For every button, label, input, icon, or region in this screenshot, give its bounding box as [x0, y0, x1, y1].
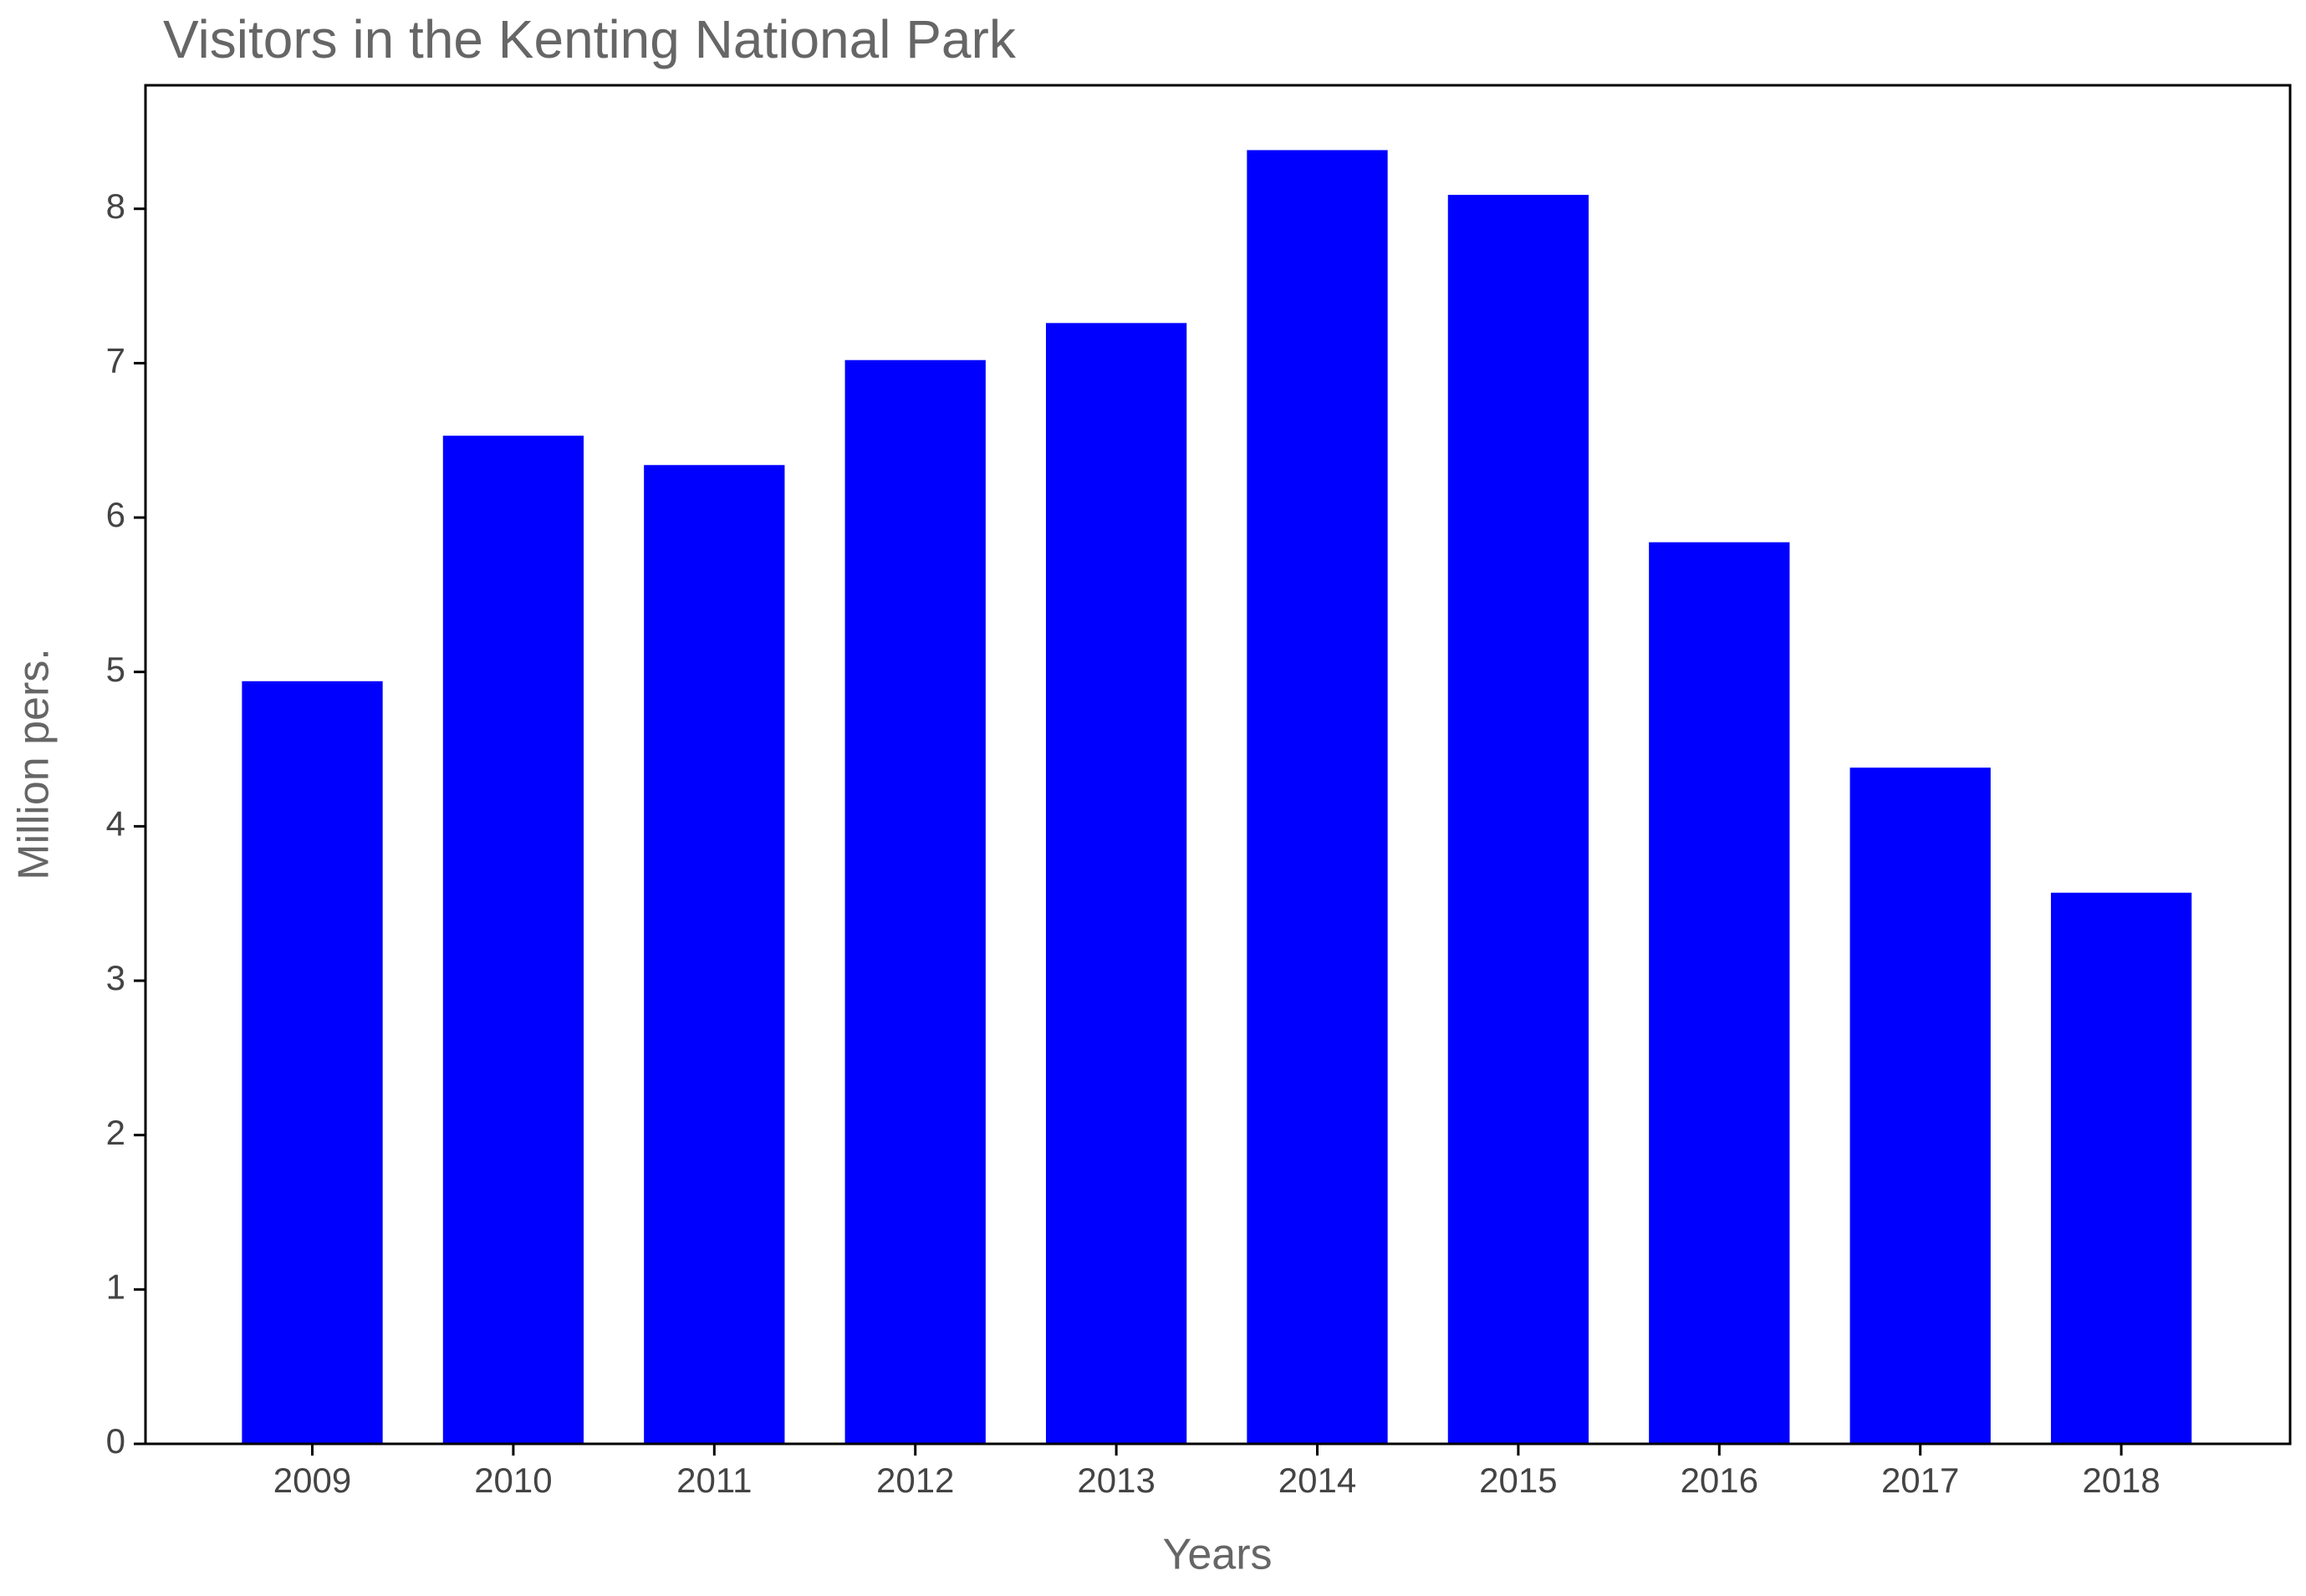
bar: [1649, 542, 1790, 1445]
y-axis-label: Million pers.: [10, 648, 59, 880]
x-tick-label: 2016: [1681, 1461, 1758, 1500]
plot-frame: [144, 84, 2292, 1446]
plot: 0 1 2 3 4 5 6 7 8 2009 2010 2011 2012 2013 2014 2015 201…: [106, 150, 2192, 1500]
x-tick-label: 2015: [1479, 1461, 1557, 1500]
chart-title: Visitors in the Kenting National Park: [163, 9, 1017, 69]
y-tick-label: 3: [106, 958, 125, 997]
bar: [644, 465, 785, 1444]
x-tick-label: 2010: [474, 1461, 552, 1500]
bar: [1447, 195, 1589, 1445]
y-tick-label: 6: [106, 495, 125, 534]
bar: [844, 359, 986, 1445]
bar: [242, 681, 383, 1444]
y-tick-label: 4: [106, 803, 125, 843]
y-tick-label: 1: [106, 1267, 125, 1306]
bar: [442, 436, 584, 1444]
y-tick-label: 8: [106, 186, 125, 226]
bar: [2050, 892, 2192, 1444]
x-tick-label: 2011: [676, 1461, 752, 1500]
x-tick-label: 2009: [273, 1461, 351, 1500]
y-tick-label: 2: [106, 1113, 125, 1152]
y-tick-label: 5: [106, 650, 125, 689]
y-tick-label: 7: [106, 340, 125, 380]
x-axis-label: Years: [1162, 1531, 1272, 1579]
y-tick-label: 0: [106, 1421, 125, 1461]
x-tick-label: 2012: [876, 1461, 954, 1500]
bar: [1247, 150, 1388, 1444]
bar: [1045, 323, 1187, 1444]
x-tick-label: 2017: [1881, 1461, 1959, 1500]
bar: [1849, 767, 1991, 1444]
x-tick-label: 2014: [1278, 1461, 1356, 1500]
x-tick-label: 2013: [1077, 1461, 1155, 1500]
x-tick-label: 2018: [2082, 1461, 2160, 1500]
